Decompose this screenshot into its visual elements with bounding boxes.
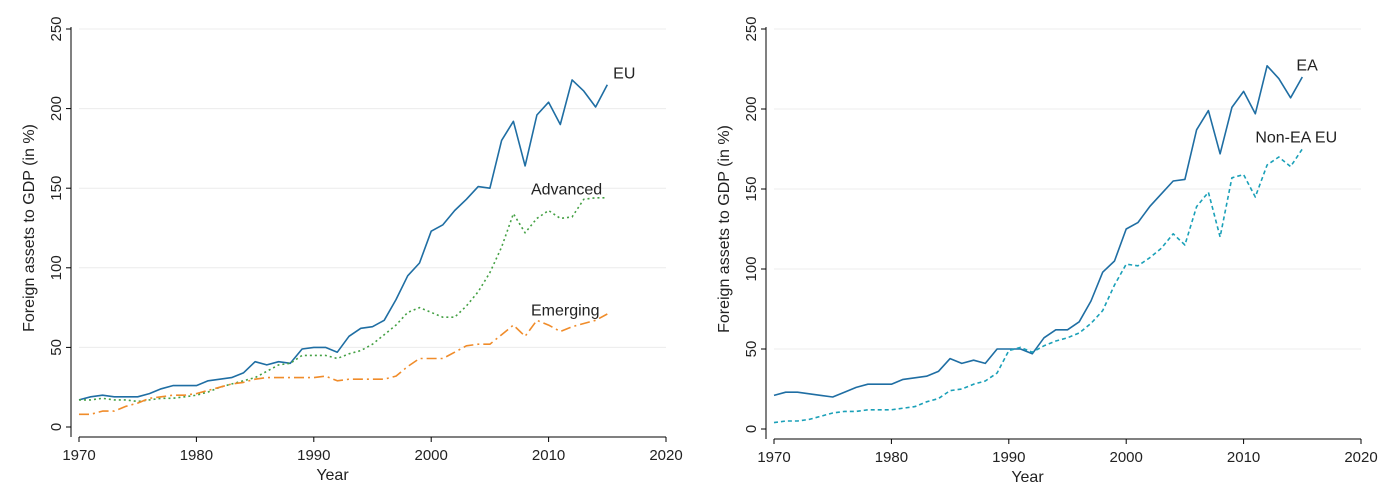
chart-left: 0 50 100 150 200 250 1970 1980 1990 2000 2010 2020 Y… [21,16,683,484]
series-label-emerging: Emerging [531,303,599,320]
series-label-non-ea-eu: Non-EA EU [1255,130,1337,147]
right-chart-panel: 0 50 100 150 200 250 1970 1980 1990 2000 2010 2020 Y… [694,0,1386,501]
x-tick-label-2000: 2000 [1110,449,1143,466]
y-tick-label-150: 150 [48,176,65,201]
y-axis-title: Foreign assets to GDP (in %) [21,124,38,332]
series-label-eu: EU [613,65,635,82]
x-tick-label-2010: 2010 [532,447,565,464]
x-tick-label-2010: 2010 [1227,449,1260,466]
y-tick-label-100: 100 [743,256,760,281]
x-tick-label-2020: 2020 [649,447,682,464]
y-tick-label-250: 250 [48,16,65,41]
chart-right: 0 50 100 150 200 250 1970 1980 1990 2000 2010 2020 Y… [716,16,1378,486]
x-tick-label-1990: 1990 [992,449,1025,466]
series-line-non-ea-eu [773,148,1303,424]
x-tick-label-1970: 1970 [62,447,95,464]
y-tick-label-200: 200 [48,96,65,121]
y-tick-label-100: 100 [48,255,65,280]
y-tick-label-0: 0 [743,425,760,433]
x-tick-label-1980: 1980 [180,447,213,464]
x-axis-title: Year [316,467,349,484]
y-tick-label-50: 50 [743,341,760,358]
series-line-emerging [79,313,608,416]
x-axis-title: Year [1011,469,1044,486]
x-tick-label-2020: 2020 [1344,449,1377,466]
y-tick-label-250: 250 [743,16,760,41]
series-label-advanced: Advanced [531,182,602,199]
y-tick-label-50: 50 [48,339,65,356]
left-chart-panel: 0 50 100 150 200 250 1970 1980 1990 2000 2010 2020 Y… [21,16,683,484]
y-axis-title: Foreign assets to GDP (in %) [716,125,733,333]
x-tick-label-1990: 1990 [297,447,330,464]
series-line-advanced [79,197,608,403]
series-label-ea: EA [1296,58,1318,75]
x-tick-label-1980: 1980 [875,449,908,466]
y-tick-label-150: 150 [743,176,760,201]
y-tick-label-200: 200 [743,96,760,121]
x-tick-label-2000: 2000 [415,447,448,464]
series-line-ea [773,65,1303,398]
series-line-eu [78,79,609,401]
x-tick-label-1970: 1970 [757,449,790,466]
y-tick-label-0: 0 [48,423,65,431]
